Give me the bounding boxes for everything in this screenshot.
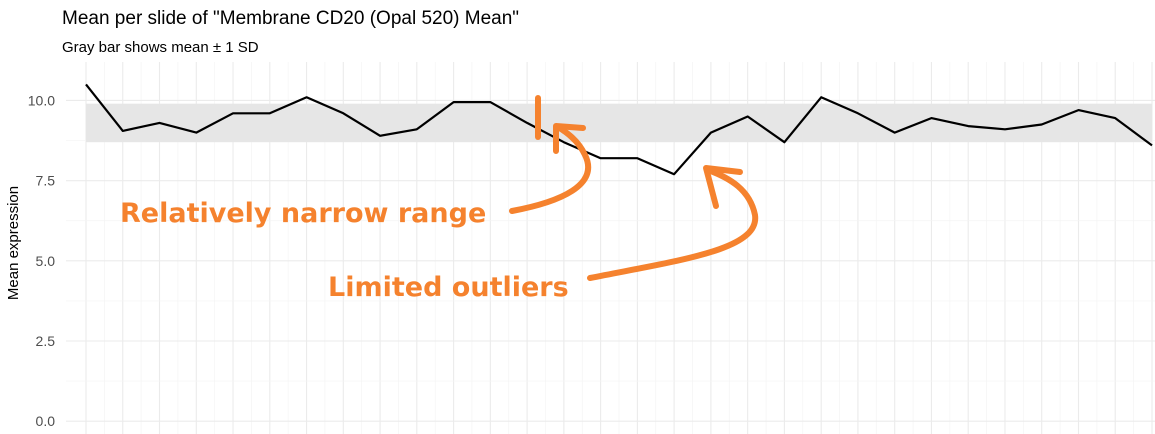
y-tick-label: 2.5: [36, 333, 56, 349]
y-tick-label: 10.0: [28, 92, 55, 108]
arrow-narrow-range: [509, 124, 592, 214]
annotation-narrow-range: Relatively narrow range: [120, 198, 486, 229]
annotation-limited-outliers: Limited outliers: [328, 272, 569, 303]
arrow-limited-outliers: [587, 167, 759, 281]
chart-title: Mean per slide of "Membrane CD20 (Opal 5…: [62, 8, 519, 29]
annotation-arrows: [509, 95, 759, 281]
chart-subtitle: Gray bar shows mean ± 1 SD: [62, 39, 259, 56]
arrowhead-narrow-range: [553, 123, 586, 154]
y-axis-label: Mean expression: [5, 186, 22, 300]
arrowhead-limited-outliers: [703, 165, 743, 209]
sd-band: [86, 103, 1152, 143]
y-tick-label: 7.5: [36, 173, 56, 189]
y-tick-label: 5.0: [36, 253, 56, 269]
series-line: [85, 83, 1153, 176]
y-tick-label: 0.0: [36, 413, 56, 429]
